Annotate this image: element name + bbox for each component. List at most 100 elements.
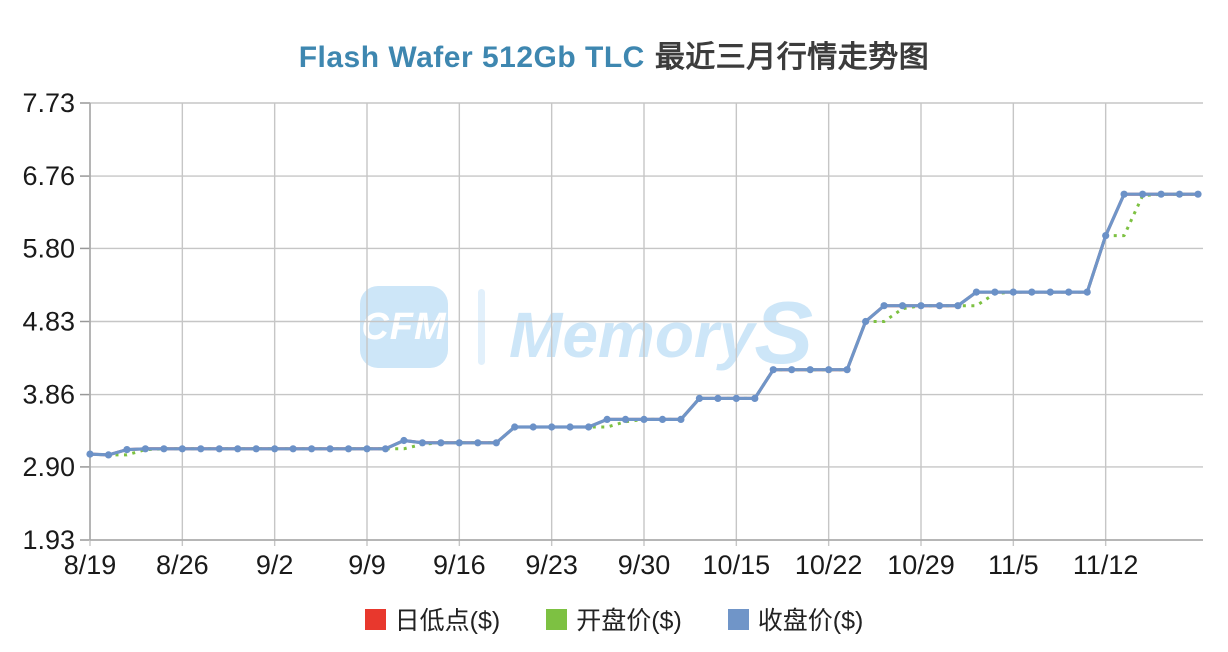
data-point [381, 445, 390, 453]
y-axis-label: 5.80 [22, 233, 75, 263]
x-axis-label: 9/9 [348, 550, 386, 580]
data-point [603, 415, 611, 423]
data-point [1139, 190, 1147, 198]
data-point [898, 302, 907, 310]
data-point [548, 423, 556, 431]
data-point [991, 288, 999, 296]
data-point [1175, 190, 1184, 198]
data-point [954, 302, 962, 310]
y-axis-label: 2.90 [22, 452, 75, 482]
x-axis-label: 9/16 [433, 550, 486, 580]
data-point [1028, 288, 1036, 296]
data-point [751, 394, 759, 402]
data-point [843, 366, 851, 374]
chart-title-product: Flash Wafer 512Gb TLC [298, 41, 645, 75]
data-point [363, 445, 371, 453]
data-point [677, 415, 685, 423]
memorys-logo-s: S [754, 283, 814, 382]
data-point [1083, 288, 1091, 296]
x-axis-label: 10/15 [703, 550, 771, 580]
data-point [640, 415, 648, 423]
data-point [1065, 288, 1073, 296]
x-axis-label: 8/19 [64, 550, 117, 580]
data-point [1046, 288, 1054, 296]
data-point [492, 439, 500, 447]
data-point [511, 423, 519, 431]
x-axis-label: 11/5 [988, 550, 1039, 580]
data-point [566, 423, 574, 431]
data-point [234, 445, 242, 453]
y-axis-label: 4.83 [22, 307, 75, 337]
legend-label: 收盘价($) [757, 607, 864, 635]
watermark-separator [478, 289, 485, 365]
data-point [788, 366, 796, 374]
data-point [658, 415, 667, 423]
x-axis-label: 9/30 [618, 550, 671, 580]
page-title: Flash Wafer 512Gb TLC 最近三月行情走势图 [0, 32, 1228, 76]
data-point [806, 366, 814, 374]
data-point [1157, 190, 1165, 198]
data-point [178, 445, 186, 453]
data-point [271, 445, 279, 453]
legend-swatch [364, 608, 386, 630]
data-point [695, 394, 704, 402]
data-point [123, 446, 131, 454]
legend-swatch [546, 608, 568, 630]
x-axis-label: 11/12 [1073, 550, 1139, 580]
data-point [418, 439, 426, 447]
x-axis-label: 10/29 [887, 550, 955, 580]
data-point [972, 288, 981, 296]
data-point [825, 366, 833, 374]
x-axis-label: 8/26 [156, 550, 209, 580]
data-point [326, 445, 334, 453]
legend-label: 开盘价($) [576, 607, 682, 635]
legend-swatch [727, 608, 749, 630]
data-point [215, 445, 223, 453]
data-point [935, 302, 944, 310]
y-axis-label: 7.73 [22, 88, 75, 118]
data-point [880, 302, 888, 310]
data-point [86, 450, 94, 458]
data-point [862, 317, 870, 326]
memorys-logo-text: Memory [509, 299, 755, 371]
legend-item-2: 收盘价($) [727, 601, 864, 637]
data-point [141, 445, 149, 453]
data-point [1120, 190, 1128, 198]
y-axis-label: 3.86 [22, 380, 75, 410]
x-axis-label: 10/22 [795, 550, 863, 580]
data-point [455, 439, 463, 447]
data-point [400, 436, 408, 445]
data-point [1194, 190, 1202, 198]
x-axis-label: 9/23 [525, 550, 578, 580]
data-point [732, 394, 740, 402]
data-point [474, 439, 482, 447]
data-point [917, 302, 925, 310]
data-point [160, 445, 168, 453]
legend: 日低点($) 开盘价($) 收盘价($) [0, 601, 1228, 637]
data-point [621, 415, 630, 423]
y-axis-label: 1.93 [22, 525, 75, 555]
x-axis-label: 9/2 [256, 550, 294, 580]
data-point [252, 445, 260, 453]
data-point [1009, 288, 1017, 296]
data-point [344, 445, 353, 453]
data-point [289, 445, 297, 453]
data-point [585, 423, 593, 431]
data-point [529, 423, 537, 431]
data-point [197, 445, 205, 453]
legend-item-1: 开盘价($) [546, 601, 682, 637]
memorys-logo: MemoryS [509, 283, 813, 377]
legend-label: 日低点($) [394, 607, 501, 635]
data-point [308, 445, 316, 453]
data-point [1102, 232, 1110, 240]
watermark: CFM MemoryS [360, 283, 813, 377]
y-axis-label: 6.76 [22, 161, 75, 191]
data-point [437, 439, 445, 447]
chart-title-suffix: 最近三月行情走势图 [654, 41, 930, 75]
data-point [714, 394, 722, 402]
cfm-logo: CFM [360, 286, 448, 368]
data-point [769, 366, 777, 374]
legend-item-0: 日低点($) [364, 601, 501, 637]
